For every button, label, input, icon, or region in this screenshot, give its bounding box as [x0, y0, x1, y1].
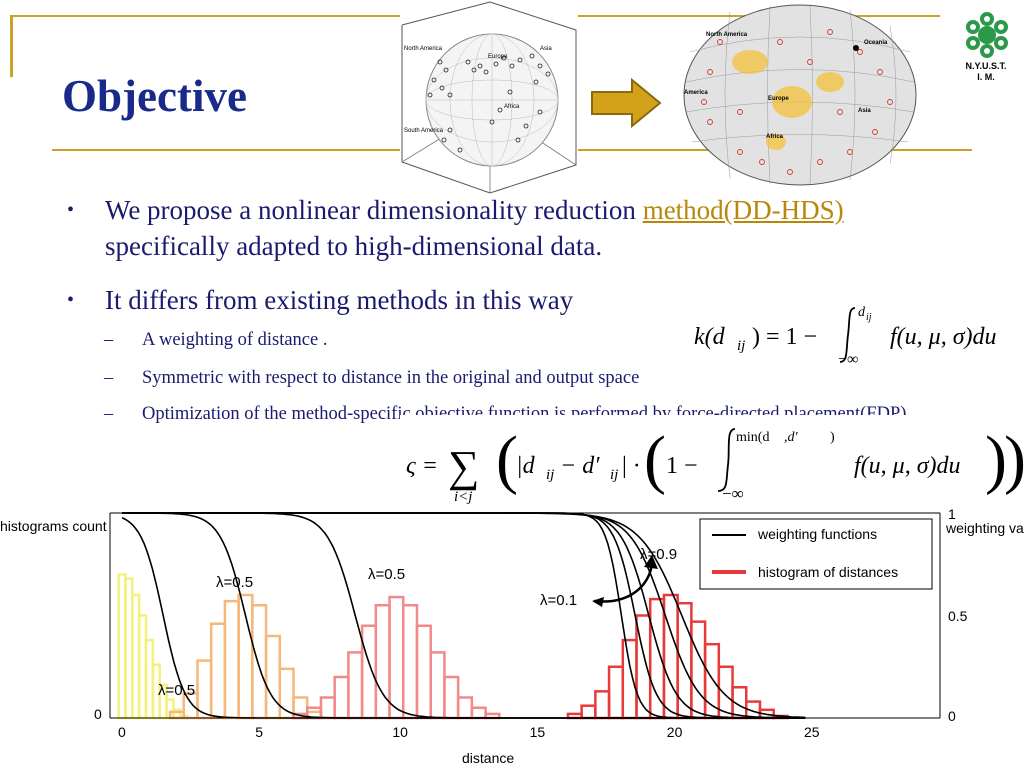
annotation-arrow: [593, 562, 654, 603]
sub-bullet-2: – Symmetric with respect to distance in …: [104, 364, 640, 392]
annotation-lambda-01: λ=0.1: [540, 592, 577, 609]
s-abs: |d: [516, 453, 536, 479]
s-abs-end: | ·: [622, 453, 641, 479]
slide-title: Objective: [62, 71, 247, 121]
x-tick-label: 5: [255, 724, 263, 740]
annotation-lambda-05-c: λ=0.5: [158, 682, 195, 699]
s-lhs: ς =: [406, 453, 438, 479]
projected-map-figure: North America Oceania America Asia Europ…: [683, 4, 917, 186]
right-arrow-icon: [591, 78, 662, 128]
bullet-1-text-after: specifically adapted to high-dimensional…: [105, 231, 603, 261]
map-label-asia: Asia: [858, 108, 871, 114]
globe-label-south-america: South America: [404, 128, 444, 134]
s-integrand: f(u, μ, σ)du: [854, 453, 961, 479]
x-tick-label: 25: [804, 724, 820, 740]
s-sum-sub: i<j: [454, 489, 472, 505]
sub-bullet-dash: –: [104, 368, 114, 388]
annotation-lambda-09: λ=0.9: [640, 546, 677, 563]
x-tick-label: 15: [530, 724, 546, 740]
bullet-1-text-before: We propose a nonlinear dimensionality re…: [105, 195, 643, 225]
k-mid: ) = 1 −: [752, 324, 817, 350]
globe-label-europe: Europe: [488, 54, 508, 60]
x-tick-label: 0: [118, 724, 126, 740]
map-label-europe: Europe: [768, 96, 789, 102]
decorative-line-top: [10, 15, 400, 17]
bullet-dot: •: [67, 199, 75, 221]
sum-symbol: ∑: [448, 442, 479, 491]
map-label-america: America: [684, 90, 708, 96]
globe-label-asia: Asia: [540, 46, 552, 52]
s-upper: min(d: [736, 430, 769, 445]
sub-bullet-2-text: Symmetric with respect to distance in th…: [142, 368, 640, 388]
s-minus-sub: ij: [610, 467, 618, 483]
globe-figure: North America Europe Asia Africa South A…: [400, 0, 578, 195]
annotation-arrowhead-start: [592, 597, 604, 607]
annotation-lambda-05-a: λ=0.5: [216, 574, 253, 591]
decorative-line-left: [10, 15, 13, 77]
annotation-lambda-05-b: λ=0.5: [368, 566, 405, 583]
sub-bullet-dash: –: [104, 404, 114, 424]
x-tick-label: 10: [392, 724, 408, 740]
s-minus: − d′: [560, 453, 600, 479]
chart-y-right-tick-1: 1: [948, 506, 956, 522]
globe-label-north-america: North America: [404, 46, 443, 52]
weighting-histogram-chart: histograms count weighting value distanc…: [0, 505, 1024, 768]
chart-xlabel: distance: [462, 750, 514, 766]
k-lhs: k(d: [694, 324, 726, 350]
right-paren-outer: ): [1004, 423, 1024, 496]
k-integrand: f(u, μ, σ)du: [890, 324, 997, 350]
globe-label-africa: Africa: [504, 104, 520, 110]
bullet-2-text: It differs from existing methods in this…: [105, 285, 574, 315]
chart-legend: weighting functions histogram of distanc…: [699, 518, 933, 590]
map-label-africa: Africa: [766, 134, 784, 140]
annotation-arrowhead: [644, 555, 658, 569]
chart-y-right-tick-0: 0: [948, 708, 956, 724]
bullet-dot: •: [67, 289, 75, 311]
logo-text-line2: I. M.: [977, 72, 995, 82]
sub-bullet-1: – A weighting of distance .: [104, 326, 328, 354]
chart-ylabel-left: histograms count: [0, 518, 107, 534]
left-paren-inner: (: [644, 423, 666, 496]
k-lower: −∞: [838, 351, 858, 368]
s-abs-sub: ij: [546, 467, 554, 483]
s-one: 1 −: [666, 453, 698, 479]
k-upper: d: [858, 305, 866, 320]
right-paren-inner: ): [985, 423, 1007, 496]
stress-formula: ς = ∑ i<j ( |d ij − d′ ij | · ( 1 − min(…: [400, 415, 1024, 505]
sub-bullet-1-text: A weighting of distance .: [142, 330, 328, 350]
k-upper-sub: ij: [866, 312, 872, 323]
legend-histogram-label: histogram of distances: [758, 564, 898, 580]
legend-weighting-label: weighting functions: [757, 526, 877, 542]
k-lhs-sub: ij: [737, 338, 745, 354]
s-lower: −∞: [722, 484, 744, 503]
chart-y-right-tick-05: 0.5: [948, 608, 968, 624]
chart-ylabel-right: weighting value: [945, 520, 1024, 536]
chart-y-left-tick: 0: [94, 706, 102, 722]
logo-text: N.Y.U.S.T. I. M.: [950, 61, 1022, 83]
logo-text-line1: N.Y.U.S.T.: [965, 61, 1007, 71]
left-paren-outer: (: [496, 423, 518, 496]
bullet-1: • We propose a nonlinear dimensionality …: [67, 192, 965, 264]
sub-bullet-dash: –: [104, 330, 114, 350]
s-upper-rest: ,d′: [784, 430, 799, 445]
university-logo: [966, 12, 1008, 58]
s-upper-end: ): [830, 430, 835, 445]
x-tick-label: 20: [667, 724, 683, 740]
method-link[interactable]: method(DD-HDS): [642, 195, 844, 225]
bullet-2: • It differs from existing methods in th…: [67, 282, 705, 318]
weighting-formula: k(d ij ) = 1 − d ij −∞ f(u, μ, σ)du: [690, 300, 1024, 370]
map-label-north-america: North America: [706, 32, 748, 38]
map-label-oceania: Oceania: [864, 40, 888, 46]
